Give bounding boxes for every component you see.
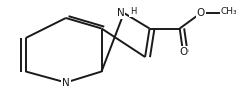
Text: H: H — [130, 8, 136, 16]
Text: O: O — [197, 8, 205, 18]
Text: CH₃: CH₃ — [221, 8, 238, 16]
Text: O: O — [179, 47, 187, 57]
Text: N: N — [62, 78, 70, 88]
Text: N: N — [117, 8, 124, 18]
